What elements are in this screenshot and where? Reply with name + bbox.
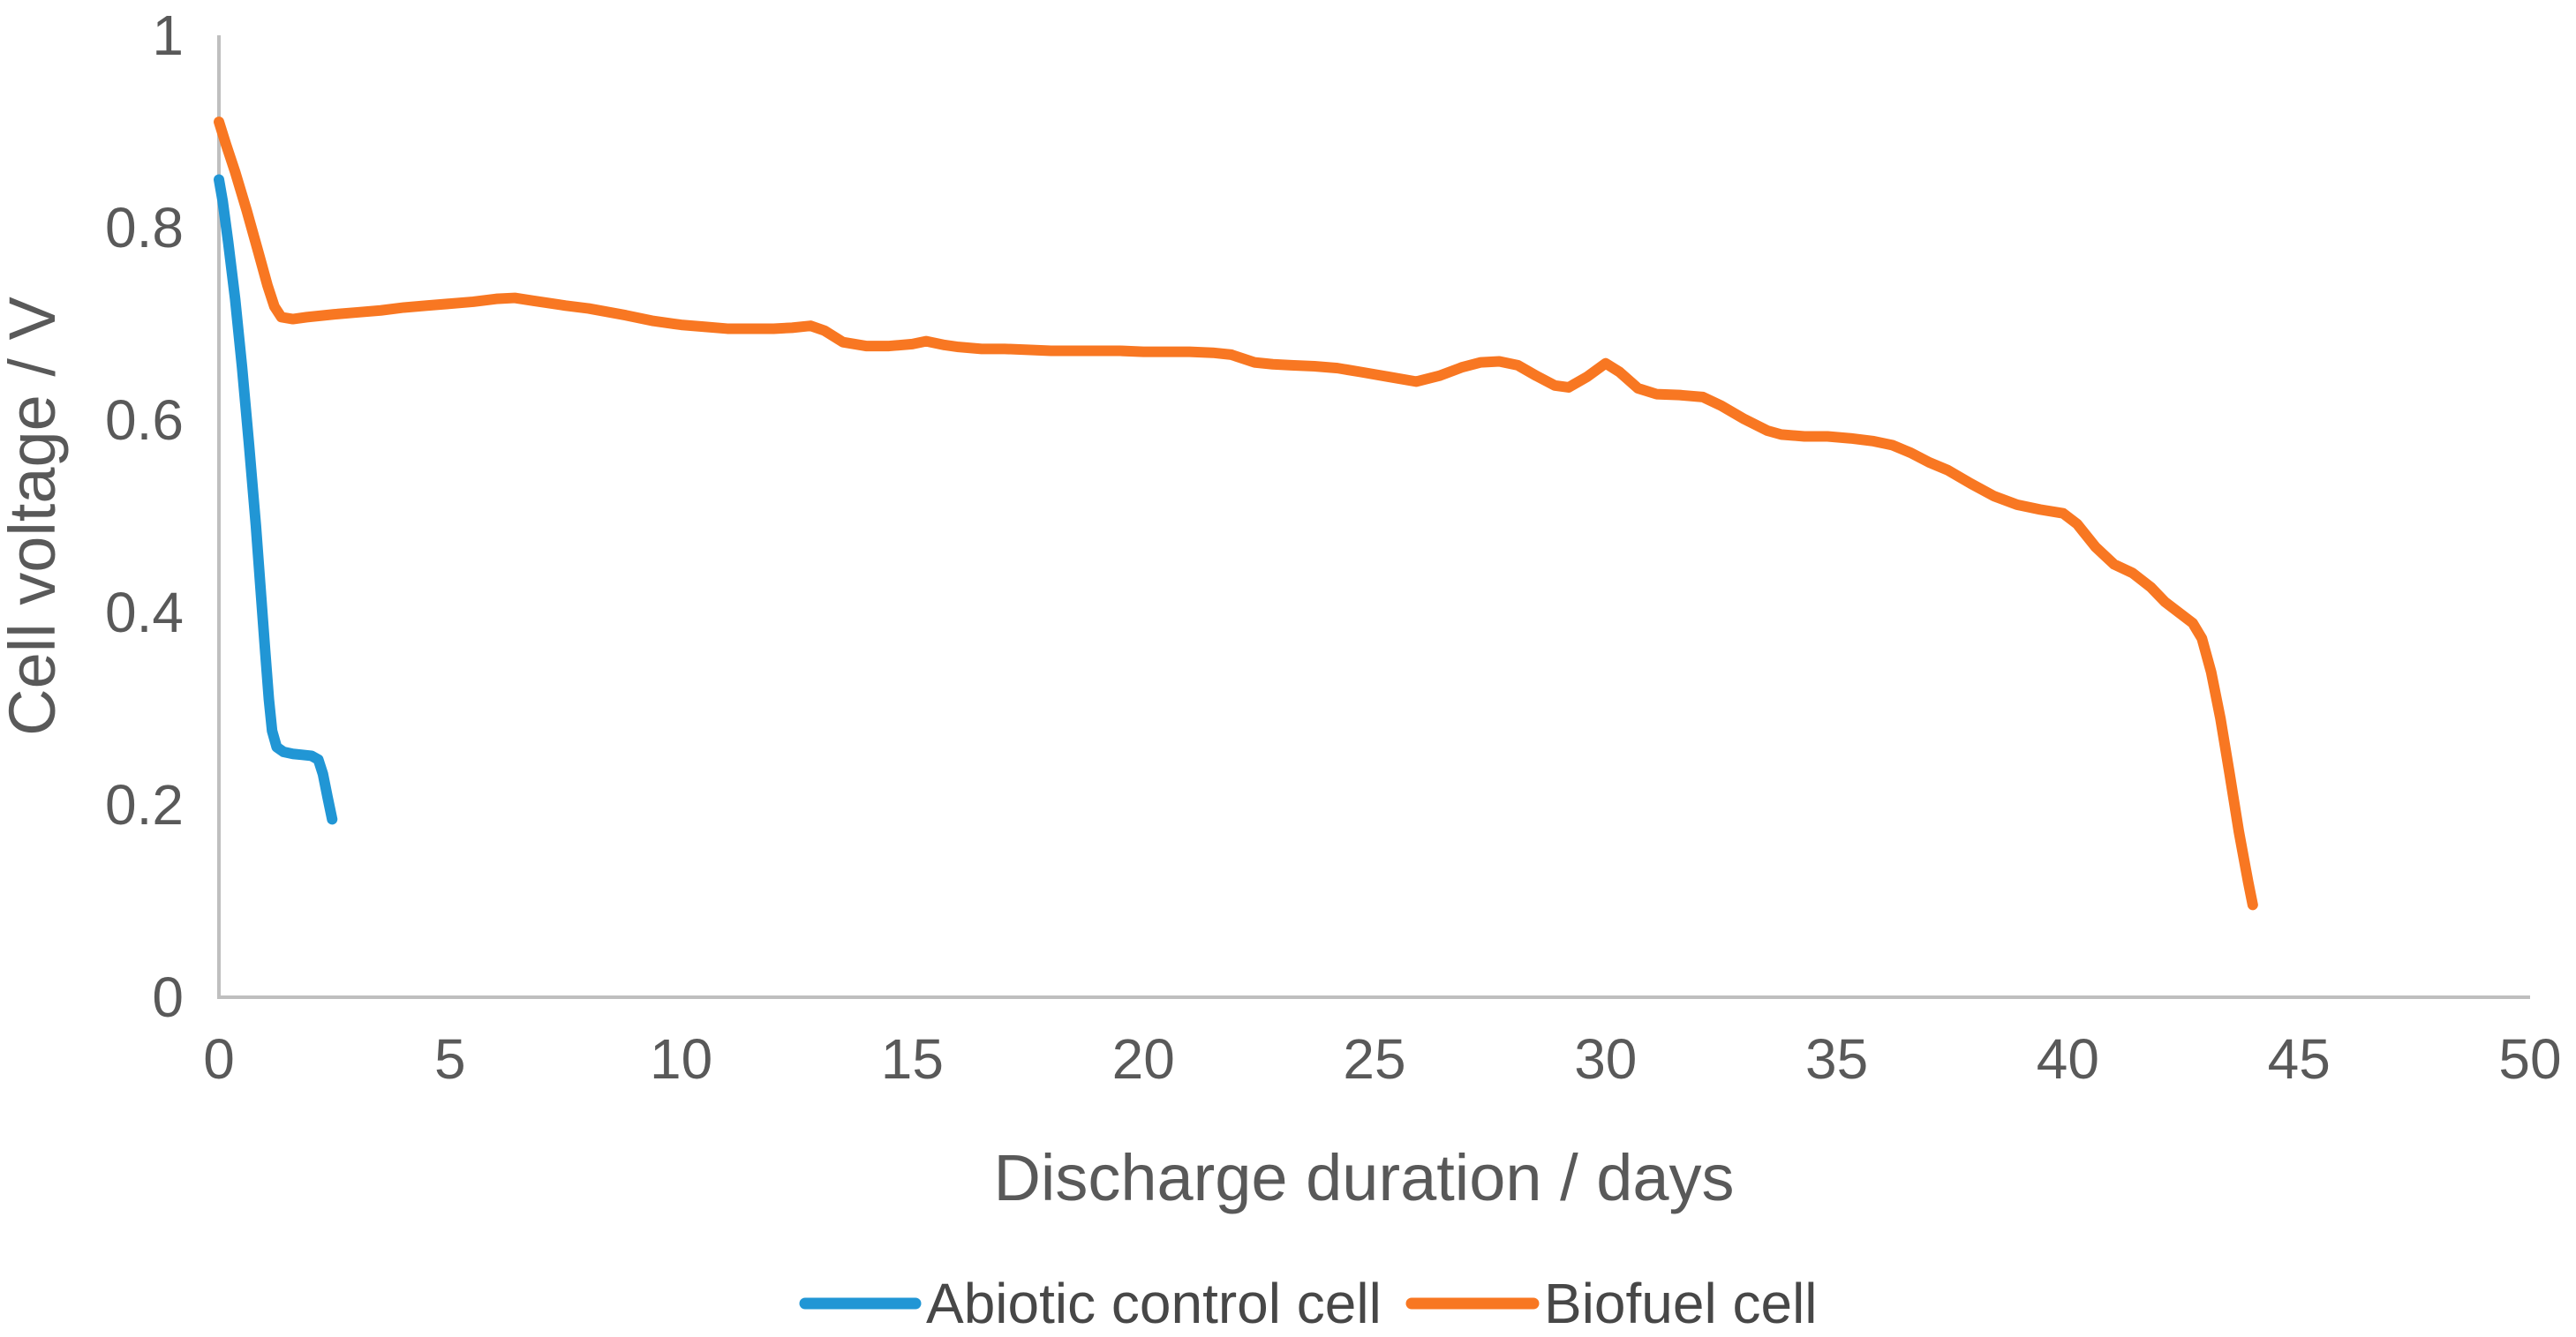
x-tick-label: 0 [203, 1027, 235, 1091]
y-tick-label: 0.2 [105, 773, 184, 837]
x-tick-label: 10 [650, 1027, 712, 1091]
chart-series-lines [214, 116, 2258, 911]
y-tick-label: 0.6 [105, 388, 184, 452]
x-tick-label: 30 [1574, 1027, 1637, 1091]
x-tick-label: 35 [1805, 1027, 1868, 1091]
y-tick-label: 1 [152, 4, 184, 67]
series-line-abiotic-control-cell [214, 174, 338, 825]
x-tick-label: 40 [2037, 1027, 2099, 1091]
series-line-biofuel-cell [214, 116, 2258, 911]
legend-label-abiotic-control-cell: Abiotic control cell [926, 1272, 1382, 1335]
y-axis-tick-labels: 0 0.2 0.4 0.6 0.8 1 [105, 4, 184, 1029]
x-tick-label: 20 [1112, 1027, 1175, 1091]
y-tick-label: 0 [152, 965, 184, 1029]
legend: Abiotic control cell Biofuel cell [799, 1272, 1818, 1335]
x-tick-label: 5 [434, 1027, 466, 1091]
legend-label-biofuel-cell: Biofuel cell [1544, 1272, 1818, 1335]
y-axis-title: Cell voltage / V [0, 297, 69, 736]
x-axis-title: Discharge duration / days [993, 1141, 1734, 1214]
x-tick-label: 15 [881, 1027, 944, 1091]
x-axis-tick-labels: 0 5 10 15 20 25 30 35 40 45 50 [203, 1027, 2561, 1091]
x-tick-label: 45 [2268, 1027, 2331, 1091]
y-tick-label: 0.4 [105, 581, 184, 644]
x-tick-label: 25 [1343, 1027, 1405, 1091]
x-tick-label: 50 [2498, 1027, 2561, 1091]
y-tick-label: 0.8 [105, 196, 184, 259]
